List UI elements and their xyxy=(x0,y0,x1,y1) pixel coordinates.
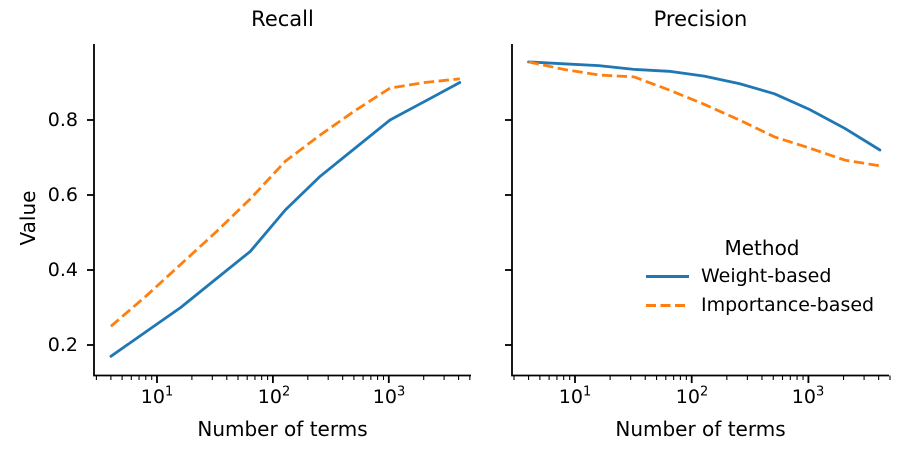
x-tick-label: 102 xyxy=(675,384,709,408)
y-tick-label: 0.6 xyxy=(47,184,78,206)
axes-spines xyxy=(511,44,889,377)
legend-item-weight-based: Weight-based xyxy=(701,265,832,287)
precision-weight-based-line xyxy=(527,60,882,152)
y-tick-label: 0.2 xyxy=(47,334,78,356)
x-tick-label: 101 xyxy=(558,384,592,408)
x-tick-label: 102 xyxy=(257,384,291,408)
recall-importance-based-line xyxy=(109,77,460,328)
panel-title-recall: Recall xyxy=(251,7,314,31)
x-tick-label: 103 xyxy=(372,384,406,408)
legend-item-importance-based: Importance-based xyxy=(701,294,875,316)
y-tick-label: 0.8 xyxy=(47,109,78,131)
precision-importance-based-line xyxy=(528,60,881,168)
axes-spines xyxy=(93,44,471,377)
y-tick-label: 0.4 xyxy=(47,259,78,281)
x-tick-label: 103 xyxy=(791,384,825,408)
x-axis-label: Number of terms xyxy=(197,417,368,441)
x-axis-label: Number of terms xyxy=(615,417,786,441)
x-tick-label: 101 xyxy=(140,384,174,408)
legend-title: Method xyxy=(724,236,800,260)
recall-weight-based-line xyxy=(109,81,462,358)
panel-title-precision: Precision xyxy=(653,7,748,31)
